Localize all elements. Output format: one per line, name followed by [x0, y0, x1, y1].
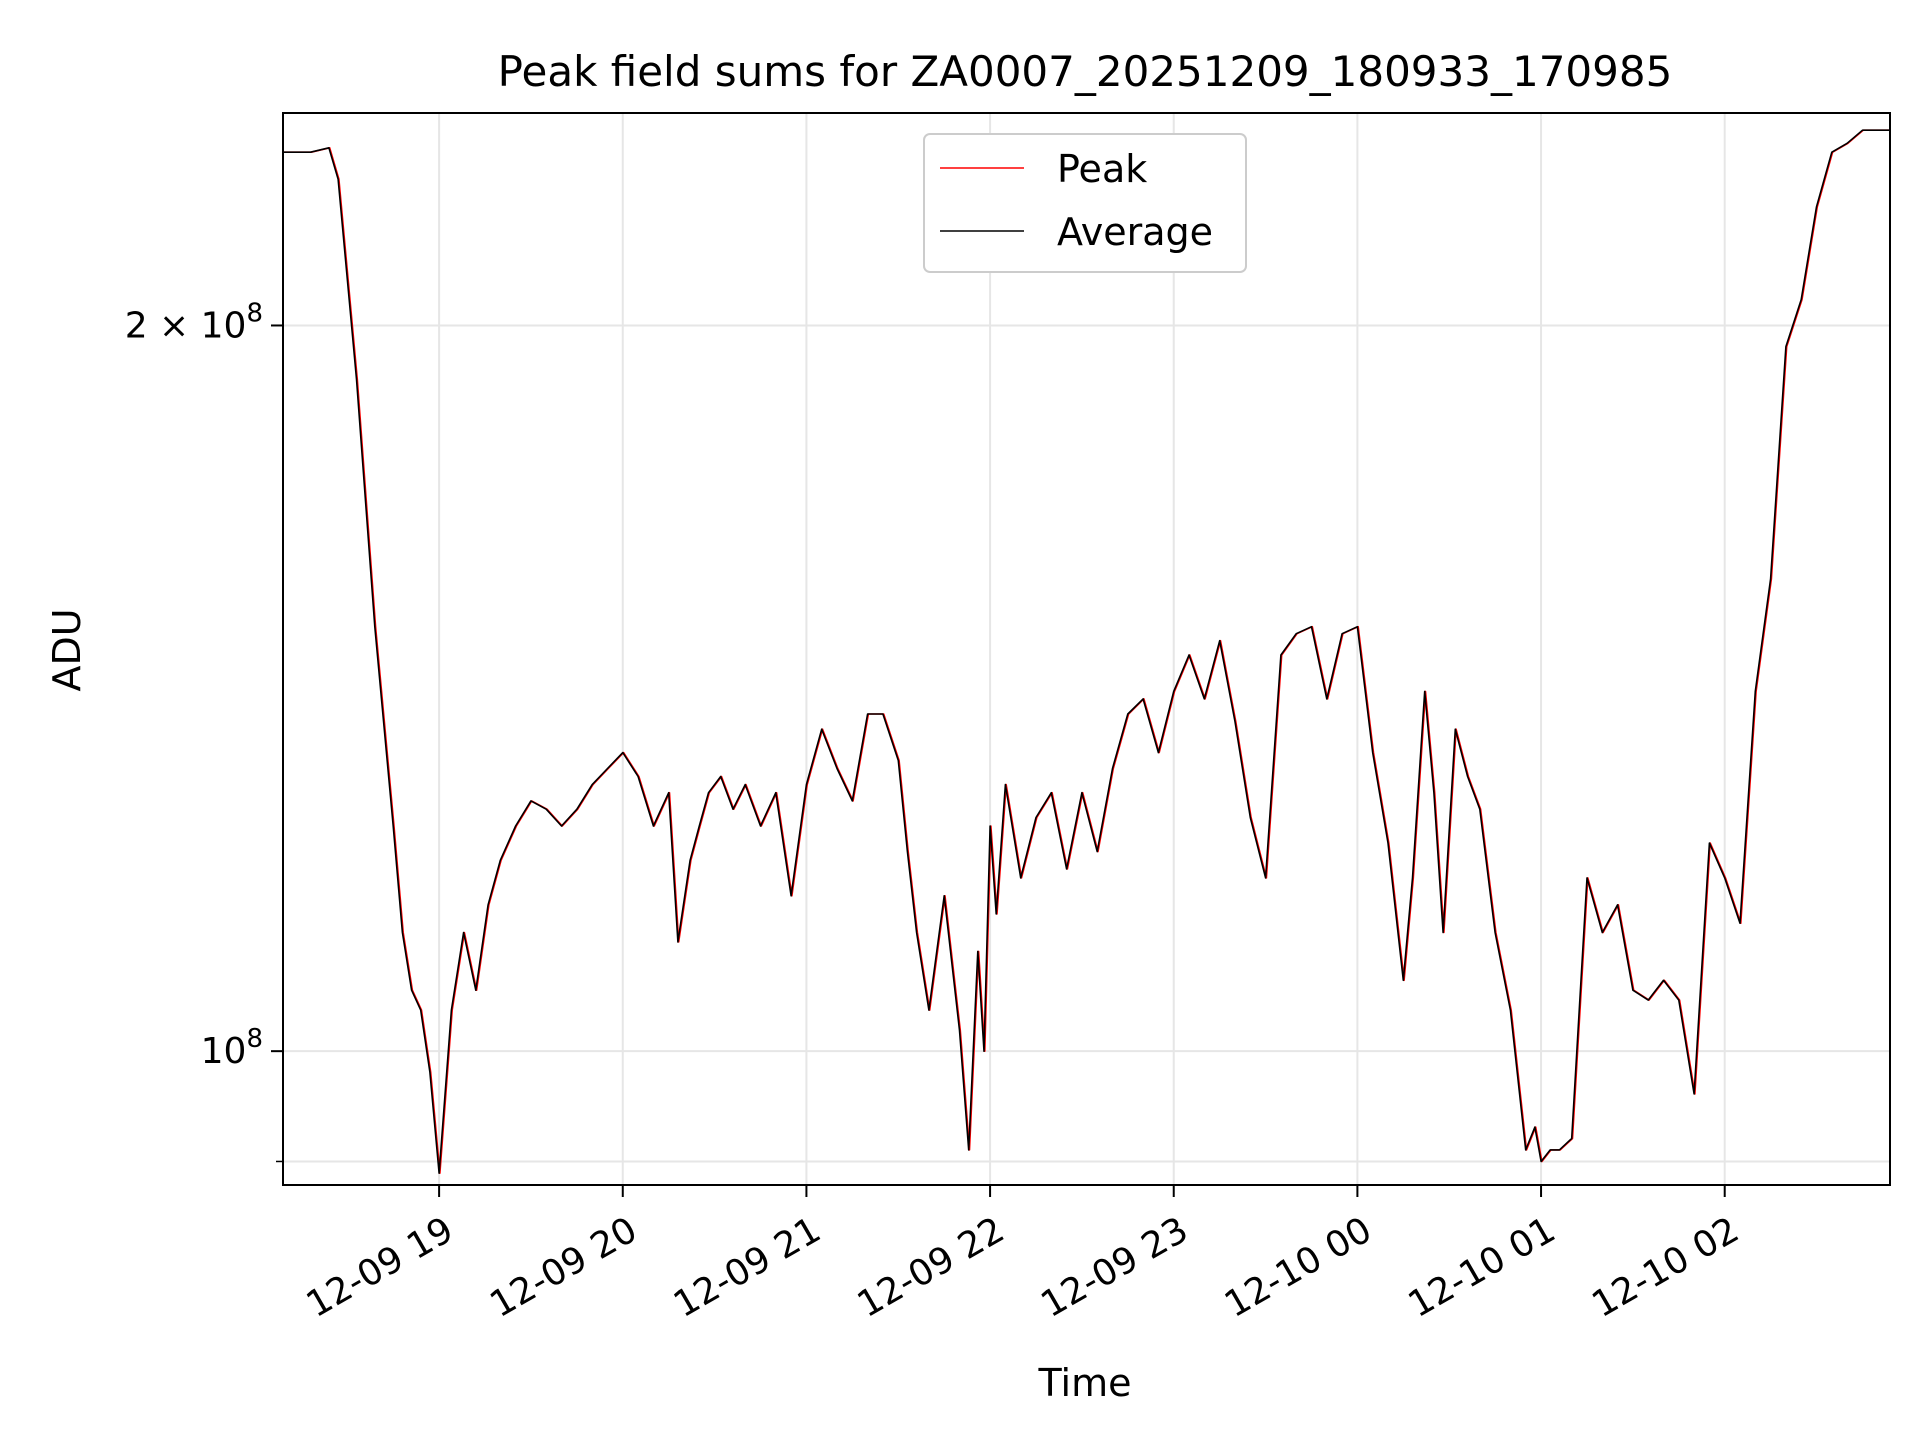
y-tick-label-exponent: 8 [246, 1024, 263, 1054]
chart-title: Peak field sums for ZA0007_20251209_1809… [498, 47, 1673, 96]
plot-frame [282, 112, 1891, 1186]
y-tick-label-base: 2 × 10 [125, 305, 247, 346]
y-axis-label: ADU [45, 608, 89, 691]
y-tick-label: 108 [201, 1024, 263, 1072]
series-line-average [283, 129, 1890, 1174]
y-tick-label-base: 10 [201, 1031, 247, 1072]
y-tick-label: 2 × 108 [125, 298, 263, 346]
x-axis-label: Time [1038, 1361, 1132, 1405]
legend: Peak Average [923, 133, 1247, 273]
legend-label-peak: Peak [1057, 147, 1147, 191]
y-tick-label-exponent: 8 [246, 298, 263, 328]
legend-label-average: Average [1057, 210, 1213, 254]
series-lines [283, 129, 1890, 1174]
grid [283, 113, 1890, 1185]
